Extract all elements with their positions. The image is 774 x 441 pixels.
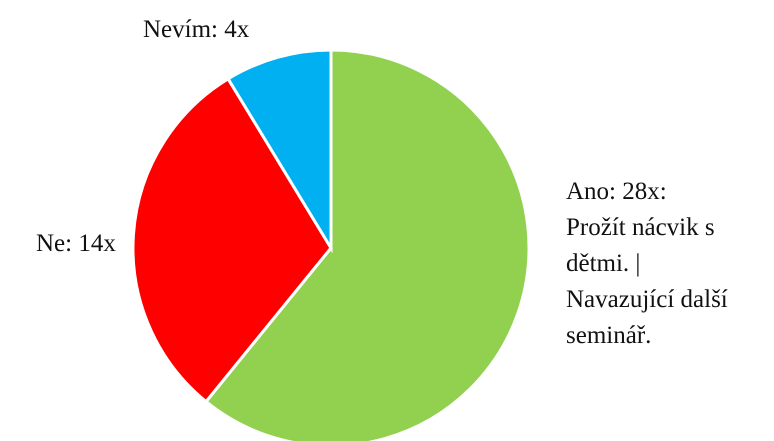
data-label-line: Navazující další (566, 286, 728, 313)
pie-slice-nevím (226, 48, 333, 254)
data-labels: Ano: 28x: Prožít nácvik s dětmi. | Navazují… (36, 16, 728, 349)
data-label-line: Nevím: 4x (143, 16, 250, 43)
pie-slices (131, 48, 531, 441)
data-label-line: dětmi. | (566, 250, 640, 277)
pie-slice-ano (203, 48, 531, 441)
data-label-line: Ne: 14x (36, 230, 116, 257)
data-label-line: Prožít nácvik s (566, 214, 715, 241)
data-label-line: Ano: 28x: (566, 178, 667, 205)
data-label-nevím: Nevím: 4x (143, 16, 250, 43)
data-label-ano: Ano: 28x: Prožít nácvik s dětmi. | Navazují… (566, 178, 728, 349)
pie-slice-ne (131, 76, 333, 404)
data-label-line: seminář. (566, 322, 651, 349)
data-label-ne: Ne: 14x (36, 230, 116, 257)
